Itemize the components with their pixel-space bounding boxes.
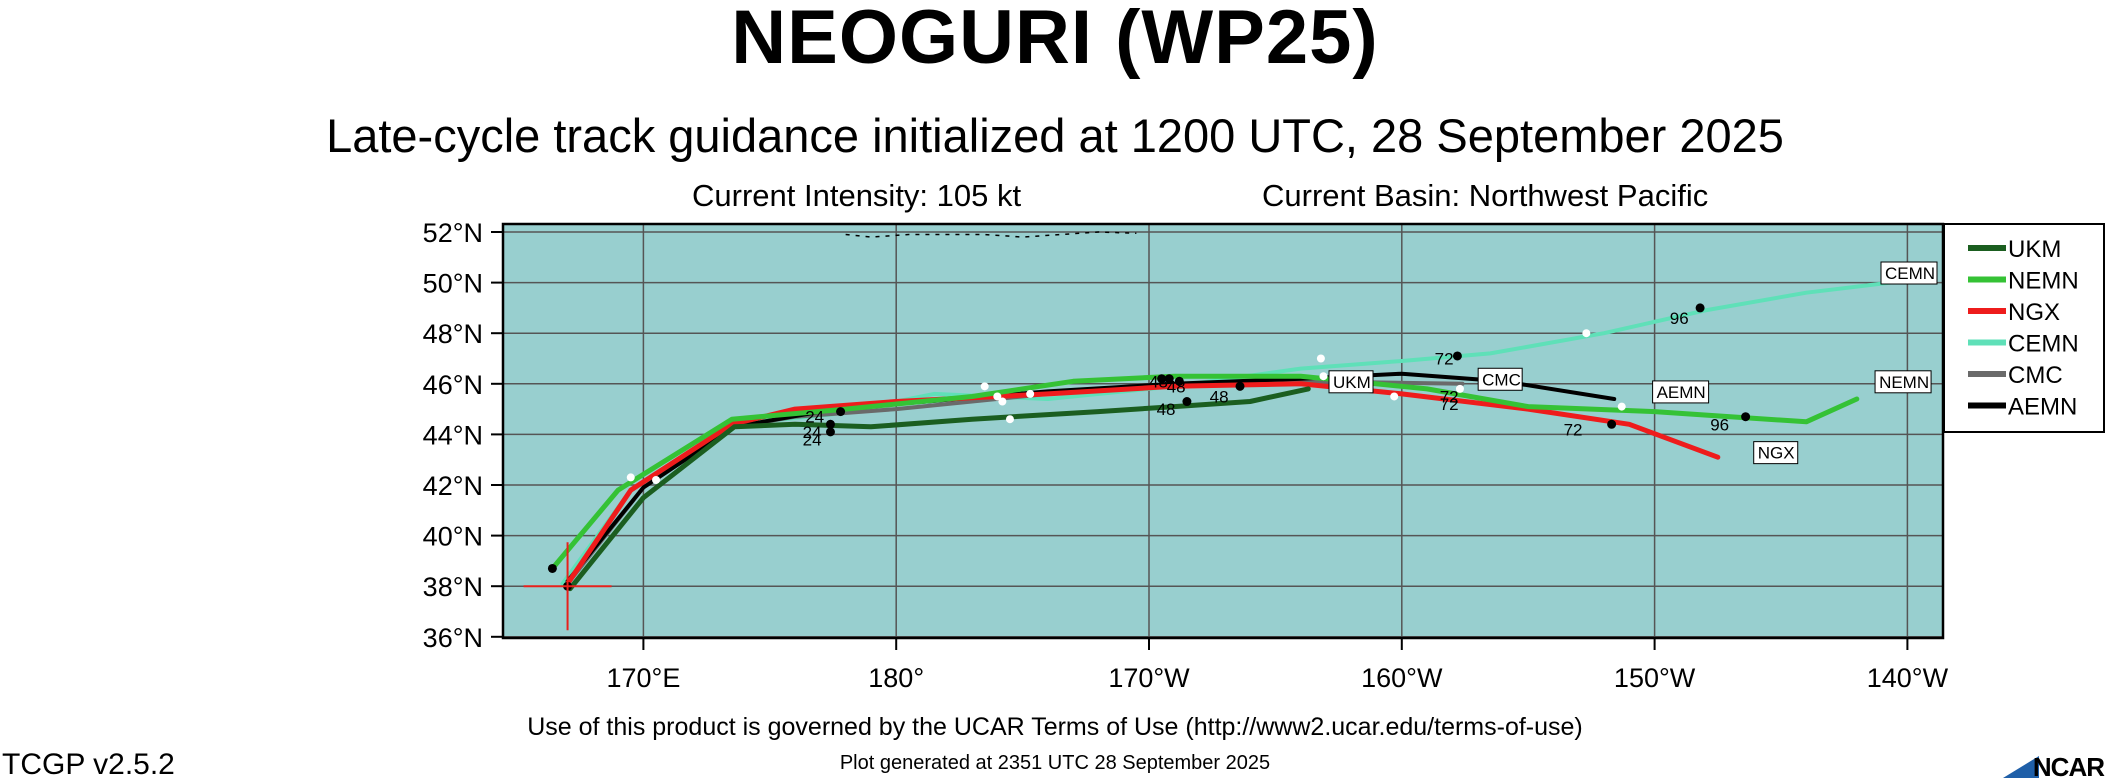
forecast-point-white xyxy=(980,382,989,391)
forecast-point-white xyxy=(1026,389,1035,398)
forecast-point-black xyxy=(825,419,835,429)
y-tick-label: 38°N xyxy=(423,572,483,602)
legend-label-aemn: AEMN xyxy=(2008,394,2077,421)
forecast-point-white xyxy=(1005,415,1014,424)
track-ngx xyxy=(565,381,1721,587)
track-nemn xyxy=(549,373,1860,571)
forecast-hour-label: 24 xyxy=(805,408,824,427)
forecast-point-black xyxy=(825,427,835,437)
track-end-label: AEMN xyxy=(1657,383,1706,402)
x-tick-label: 140°W xyxy=(1867,663,1949,693)
track-end-label: CMC xyxy=(1482,370,1521,389)
forecast-point-white xyxy=(1390,392,1399,401)
track-end-label-box xyxy=(1753,441,1799,465)
ncar-logo-icon xyxy=(2002,756,2039,778)
forecast-hour-label: 48 xyxy=(1210,387,1229,406)
legend-label-cemn: CEMN xyxy=(2008,331,2079,358)
forecast-point-black xyxy=(836,407,846,417)
forecast-point-white xyxy=(1617,402,1626,411)
current-intensity-label: Current Intensity: 105 kt xyxy=(692,178,1022,213)
forecast-point-white xyxy=(993,392,1002,401)
ncar-logo: NCAR xyxy=(2002,752,2105,783)
x-tick-label: 160°W xyxy=(1361,663,1443,693)
forecast-hour-label: 96 xyxy=(1670,309,1689,328)
y-tick-label: 36°N xyxy=(423,623,483,653)
x-tick-label: 170°W xyxy=(1108,663,1190,693)
track-end-label: NEMN xyxy=(1879,373,1929,392)
forecast-hour-label: 72 xyxy=(1440,387,1459,406)
current-basin-label: Current Basin: Northwest Pacific xyxy=(1262,178,1709,213)
forecast-hour-label: 72 xyxy=(1564,420,1583,439)
forecast-hour-label: 48 xyxy=(1167,377,1186,396)
forecast-hour-label: 72 xyxy=(1435,350,1454,369)
forecast-point-black xyxy=(1174,376,1184,386)
forecast-point-white xyxy=(1319,372,1328,381)
track-end-label: NGX xyxy=(1758,444,1795,463)
track-end-label: CEMN xyxy=(1885,264,1935,283)
forecast-hour-label: 24 xyxy=(803,423,822,442)
forecast-hour-label: 48 xyxy=(1149,372,1168,391)
forecast-point-black xyxy=(1695,303,1705,313)
forecast-point-black xyxy=(1182,397,1192,407)
track-end-label-box xyxy=(1477,367,1523,391)
forecast-point-black xyxy=(1741,412,1751,422)
forecast-hour-label: 48 xyxy=(1157,400,1176,419)
terms-of-use-notice: Use of this product is governed by the U… xyxy=(527,713,1583,741)
y-tick-label: 46°N xyxy=(423,370,483,400)
y-tick-label: 44°N xyxy=(423,420,483,450)
version-label: TCGP v2.5.2 xyxy=(2,748,175,781)
track-end-label: UKM xyxy=(1333,373,1371,392)
y-tick-label: 52°N xyxy=(423,218,483,248)
legend-label-ngx: NGX xyxy=(2008,299,2060,326)
x-tick-label: 170°E xyxy=(606,663,680,693)
island-outline xyxy=(845,231,1137,238)
forecast-point-white xyxy=(652,475,661,484)
track-end-label-box xyxy=(1874,370,1932,394)
track-ukm xyxy=(567,386,1311,592)
legend-label-cmc: CMC xyxy=(2008,362,2063,389)
forecast-point-white xyxy=(1582,329,1591,338)
chart-subtitle: Late-cycle track guidance initialized at… xyxy=(326,109,1784,162)
track-end-label-box xyxy=(1652,380,1710,404)
forecast-hour-label: 96 xyxy=(1710,415,1729,434)
track-end-label-box xyxy=(1880,261,1938,285)
x-tick-label: 150°W xyxy=(1614,663,1696,693)
y-tick-label: 40°N xyxy=(423,522,483,552)
forecast-point-white xyxy=(1316,354,1325,363)
forecast-point-white xyxy=(998,397,1007,406)
y-tick-label: 50°N xyxy=(423,269,483,299)
forecast-point-black xyxy=(547,563,557,573)
legend-box xyxy=(1943,223,2105,433)
forecast-point-black xyxy=(1235,381,1245,391)
y-tick-label: 48°N xyxy=(423,319,483,349)
y-tick-label: 42°N xyxy=(423,471,483,501)
x-tick-label: 180° xyxy=(868,663,924,693)
forecast-point-black xyxy=(1607,419,1617,429)
forecast-point-white xyxy=(626,473,635,482)
ocean-background xyxy=(503,224,1943,638)
chart-title: NEOGURI (WP25) xyxy=(731,0,1379,80)
forecast-point-white xyxy=(1455,384,1464,393)
forecast-hour-label: 24 xyxy=(803,430,822,449)
forecast-point-black xyxy=(1452,351,1462,361)
forecast-point-black xyxy=(1157,374,1167,384)
forecast-hour-label: 72 xyxy=(1440,395,1459,414)
ncar-logo-text: NCAR xyxy=(2032,752,2105,782)
legend-label-nemn: NEMN xyxy=(2008,268,2079,295)
forecast-point-black xyxy=(1164,374,1174,384)
plot-generated-timestamp: Plot generated at 2351 UTC 28 September … xyxy=(839,752,1271,774)
track-end-label-box xyxy=(1328,370,1374,394)
legend-label-ukm: UKM xyxy=(2008,236,2061,263)
